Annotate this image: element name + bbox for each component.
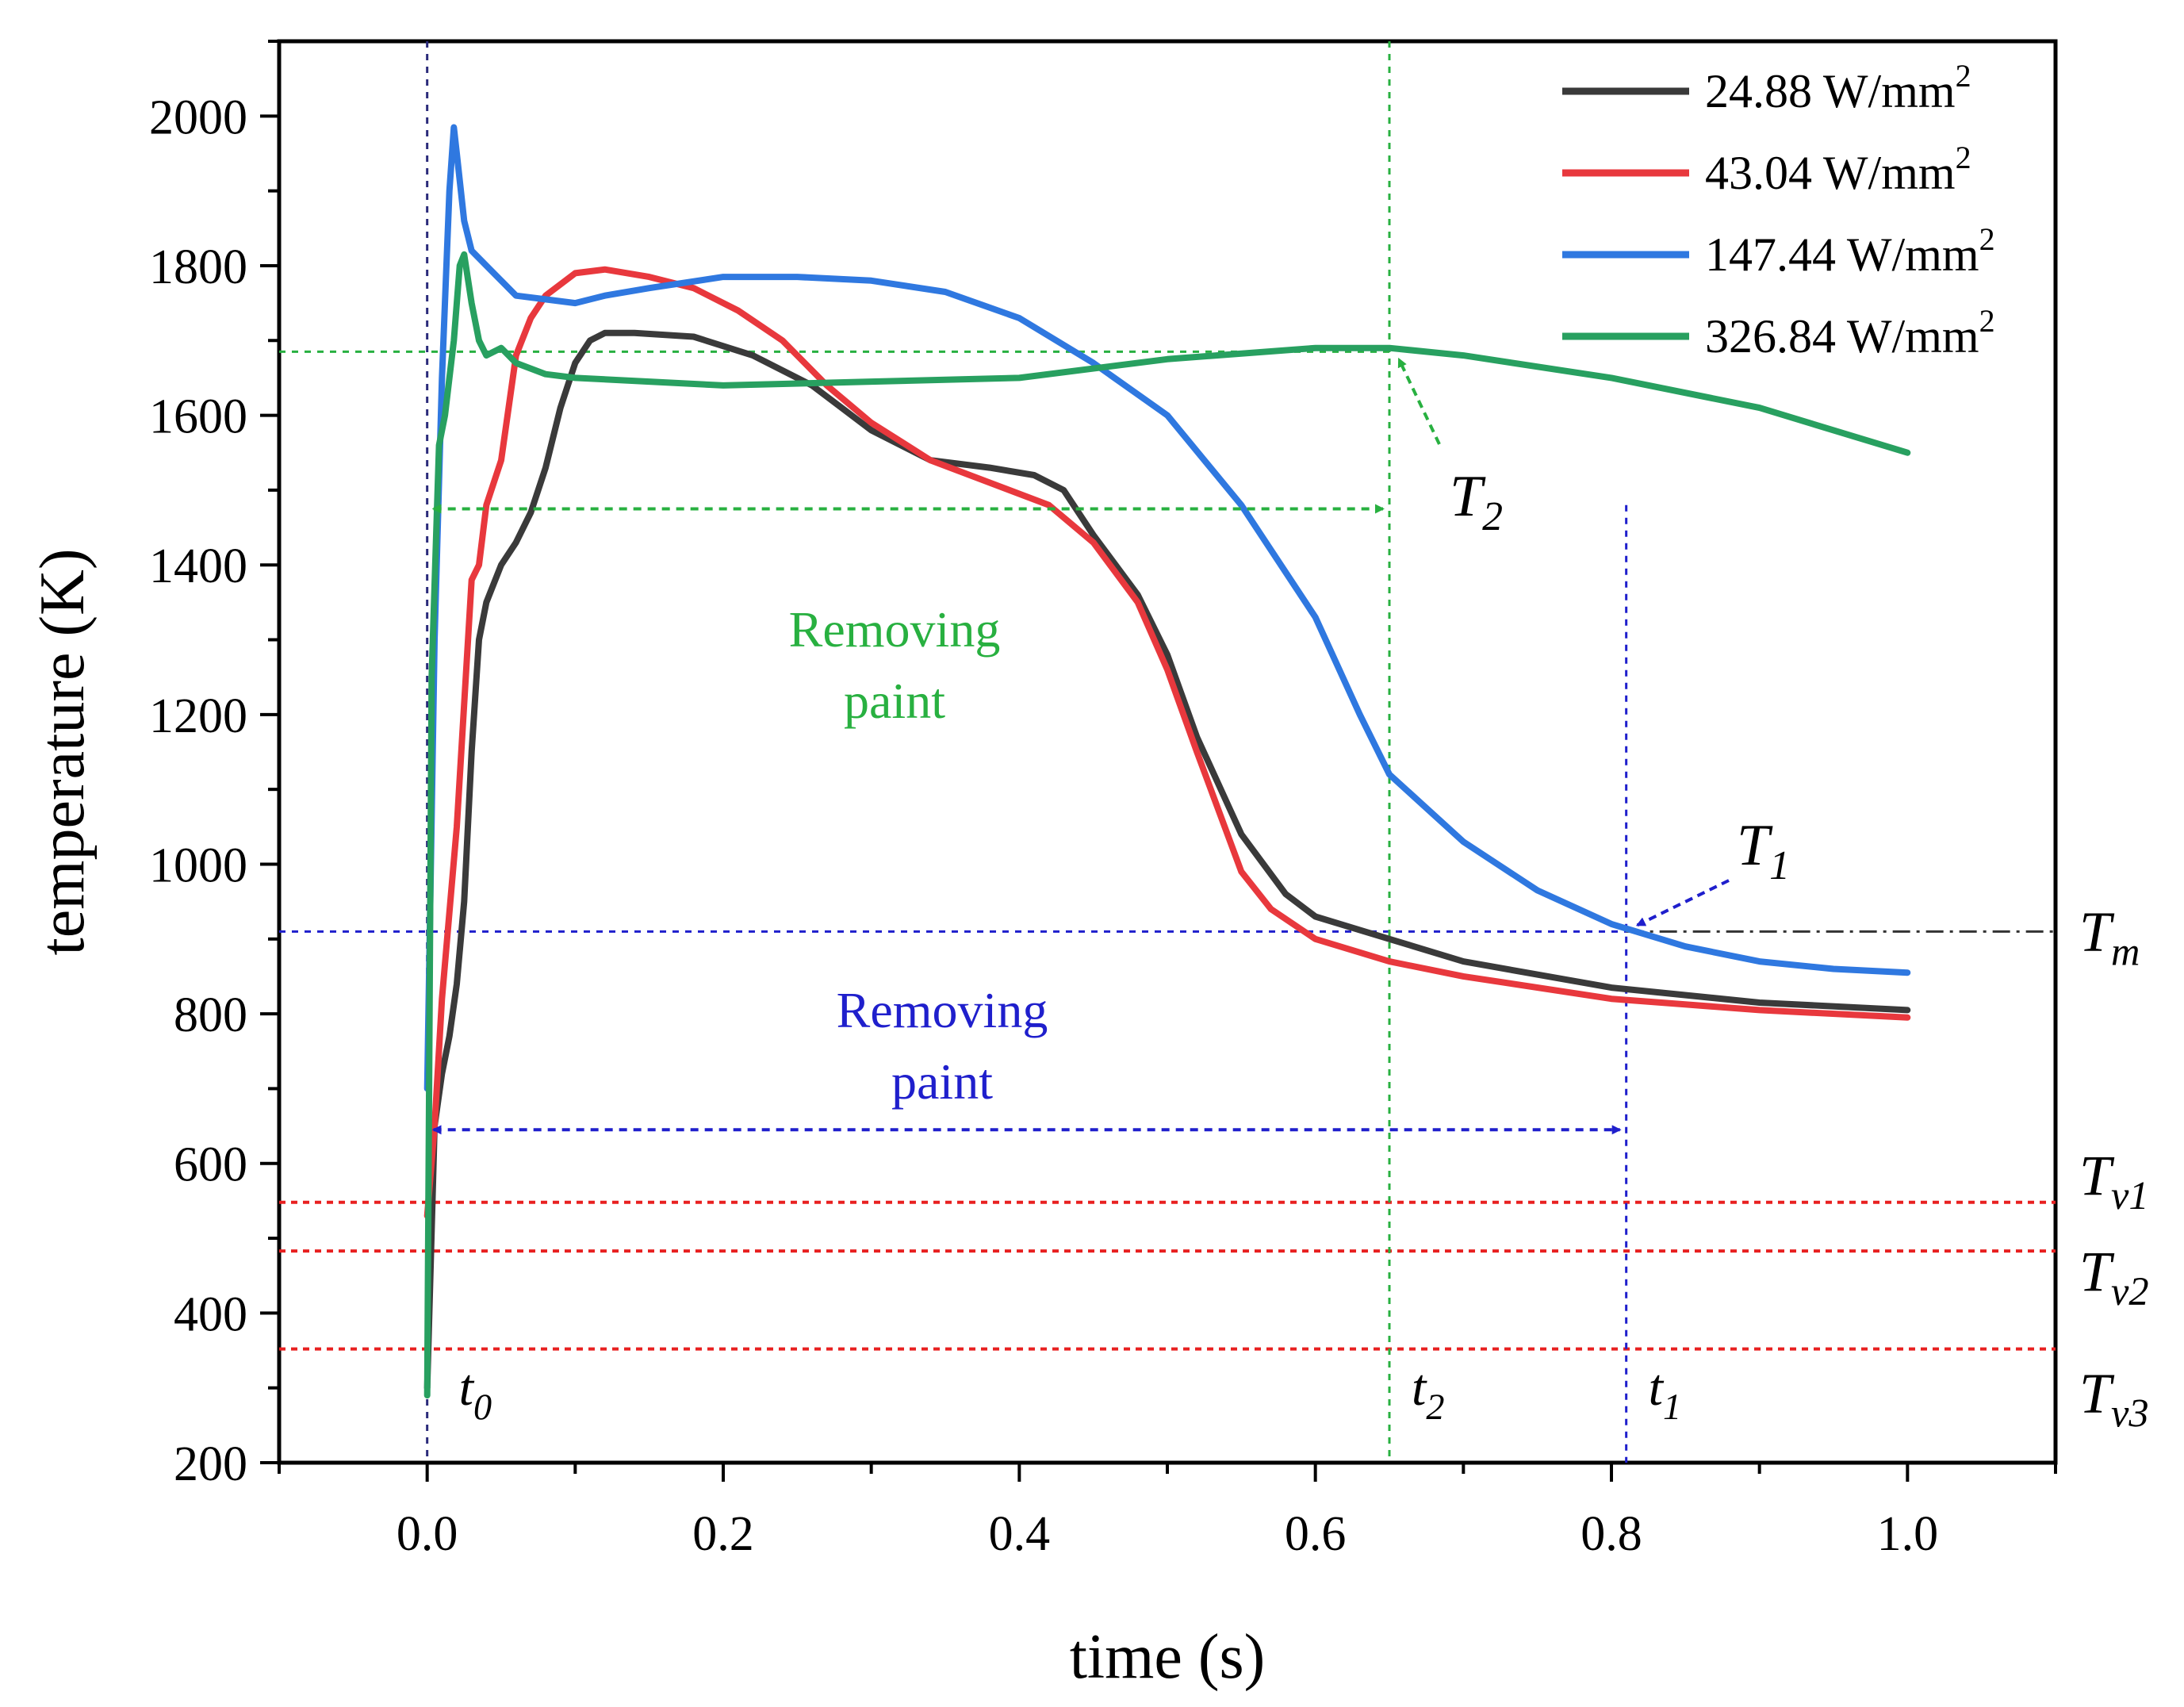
legend-label-sup: 2 <box>1979 303 1995 339</box>
vline-label-t0: t0 <box>459 1359 492 1427</box>
legend-label-text: 24.88 W/mm <box>1705 65 1956 117</box>
x-tick-label: 0.6 <box>1285 1507 1347 1561</box>
y-tick-label: 1400 <box>149 539 247 593</box>
legend-label-1: 24.88 W/mm2 <box>1705 58 1971 117</box>
x-axis-title: time (s) <box>1070 1622 1266 1692</box>
t2-label: T2 <box>1450 464 1503 539</box>
legend-label-sup: 2 <box>1979 221 1995 257</box>
x-tick-label: 0.8 <box>1581 1507 1642 1561</box>
green-region-text-2: paint <box>844 673 945 729</box>
x-tick-label: 0.2 <box>692 1507 754 1561</box>
y-axis-title: temperature (K) <box>28 548 98 955</box>
series-lines <box>423 124 1911 1399</box>
legend-label-text: 43.04 W/mm <box>1705 147 1956 199</box>
green-region-text-1: Removing <box>789 601 1001 658</box>
axis-ticks: 0.0 0.2 0.4 0.6 0.8 1.02004006008001000120014… <box>149 40 2057 1561</box>
legend-label-text: 147.44 W/mm <box>1705 228 1979 281</box>
ref-label-Tv1-base: T <box>2079 1144 2115 1207</box>
y-tick-label: 1200 <box>149 689 247 743</box>
ref-label-Tv3-sub: v3 <box>2111 1391 2149 1436</box>
t2-label-base: T <box>1450 464 1486 529</box>
vline-label-t0-sub: 0 <box>473 1387 492 1427</box>
series-line-1 <box>423 329 1911 1391</box>
ref-label-Tm-sub: m <box>2111 929 2140 973</box>
vline-label-t1-base: t <box>1649 1359 1665 1417</box>
vline-label-t2-base: t <box>1412 1359 1427 1417</box>
ref-label-Tv2: Tv2 <box>2079 1240 2149 1314</box>
blue-region-text-1: Removing <box>837 982 1048 1038</box>
vline-label-t0-base: t <box>459 1359 475 1417</box>
ref-label-Tv2-sub: v2 <box>2111 1269 2149 1314</box>
t1-label-sub: 1 <box>1769 843 1790 888</box>
t2-label-sub: 2 <box>1482 494 1503 539</box>
legend-label-2: 43.04 W/mm2 <box>1705 140 1971 199</box>
x-tick-label: 0.4 <box>989 1507 1051 1561</box>
legend-label-3: 147.44 W/mm2 <box>1705 221 1995 281</box>
x-tick-label: 0.0 <box>397 1507 458 1561</box>
ref-label-Tv3: Tv3 <box>2079 1362 2149 1436</box>
blue-region-text-2: paint <box>891 1053 993 1110</box>
series-line-4 <box>423 251 1911 1399</box>
vline-label-t1-sub: 1 <box>1663 1387 1681 1427</box>
series-line-3 <box>423 124 1911 1092</box>
series-line-2 <box>423 266 1911 1219</box>
y-tick-label: 600 <box>174 1138 247 1192</box>
y-tick-label: 1600 <box>149 390 247 444</box>
ref-label-Tv1-sub: v1 <box>2111 1173 2149 1218</box>
legend-label-sup: 2 <box>1956 58 1971 94</box>
vline-label-t1: t1 <box>1649 1359 1681 1427</box>
legend-label-4: 326.84 W/mm2 <box>1705 303 1995 362</box>
y-tick-label: 800 <box>174 988 247 1042</box>
y-tick-label: 2000 <box>149 90 247 144</box>
legend-label-text: 326.84 W/mm <box>1705 310 1979 362</box>
y-tick-label: 200 <box>174 1437 247 1491</box>
t1-pointer <box>1635 879 1730 927</box>
y-tick-label: 1800 <box>149 240 247 294</box>
vline-label-t2: t2 <box>1412 1359 1444 1427</box>
ref-label-Tv3-base: T <box>2079 1362 2115 1425</box>
t1-label-base: T <box>1737 813 1773 878</box>
ref-label-Tv1: Tv1 <box>2079 1144 2149 1218</box>
x-tick-label: 1.0 <box>1877 1507 1939 1561</box>
legend-label-sup: 2 <box>1956 140 1971 175</box>
ref-label-Tv2-base: T <box>2079 1240 2115 1303</box>
t2-pointer <box>1397 357 1441 445</box>
vline-label-t2-sub: 2 <box>1426 1387 1444 1427</box>
y-tick-label: 1000 <box>149 838 247 892</box>
ref-label-Tm: Tm <box>2079 900 2140 973</box>
y-tick-label: 400 <box>174 1287 247 1341</box>
ref-label-Tm-base: T <box>2079 900 2115 963</box>
t1-label: T1 <box>1737 813 1790 888</box>
